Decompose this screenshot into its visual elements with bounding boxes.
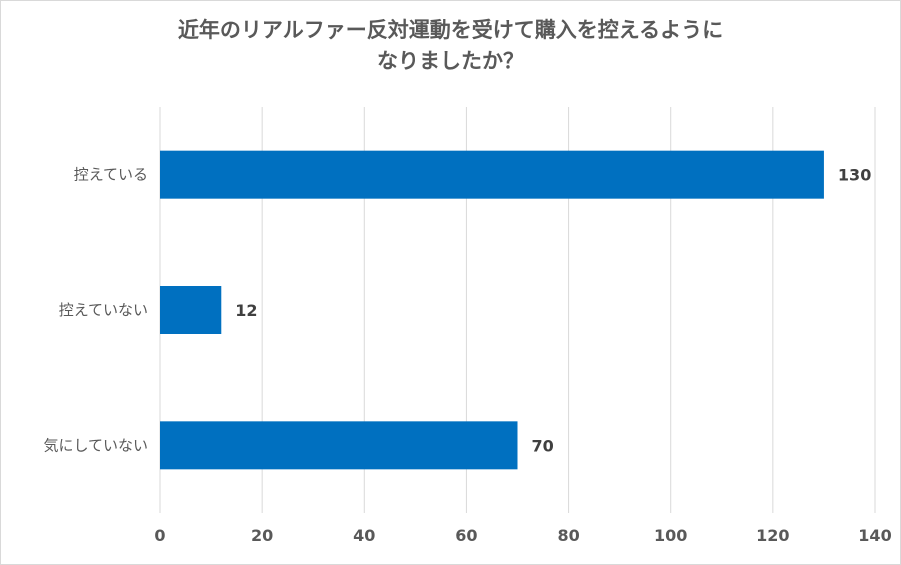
- x-tick-label: 40: [353, 526, 375, 545]
- x-tick-label: 100: [654, 526, 687, 545]
- chart-title: 近年のリアルファー反対運動を受けて購入を控えるように なりましたか？: [177, 18, 724, 73]
- category-label: 気にしていない: [43, 436, 148, 454]
- x-tick-label: 140: [858, 526, 891, 545]
- x-tick-label: 80: [557, 526, 579, 545]
- data-label: 12: [235, 301, 257, 320]
- labels: 0 20 40 60 80 100 120 140 控えている 130 控えていない 12 気にしていな…: [43, 166, 891, 545]
- x-tick-label: 20: [251, 526, 273, 545]
- x-tick-label: 0: [154, 526, 165, 545]
- data-label: 130: [838, 166, 871, 185]
- category-label: 控えていない: [59, 301, 148, 319]
- x-tick-label: 60: [455, 526, 477, 545]
- data-label: 70: [532, 436, 554, 455]
- bar: [160, 421, 518, 470]
- bar: [160, 150, 824, 199]
- bar: [160, 286, 222, 334]
- category-label: 控えている: [74, 166, 148, 184]
- bars: [160, 150, 824, 470]
- x-tick-label: 120: [756, 526, 789, 545]
